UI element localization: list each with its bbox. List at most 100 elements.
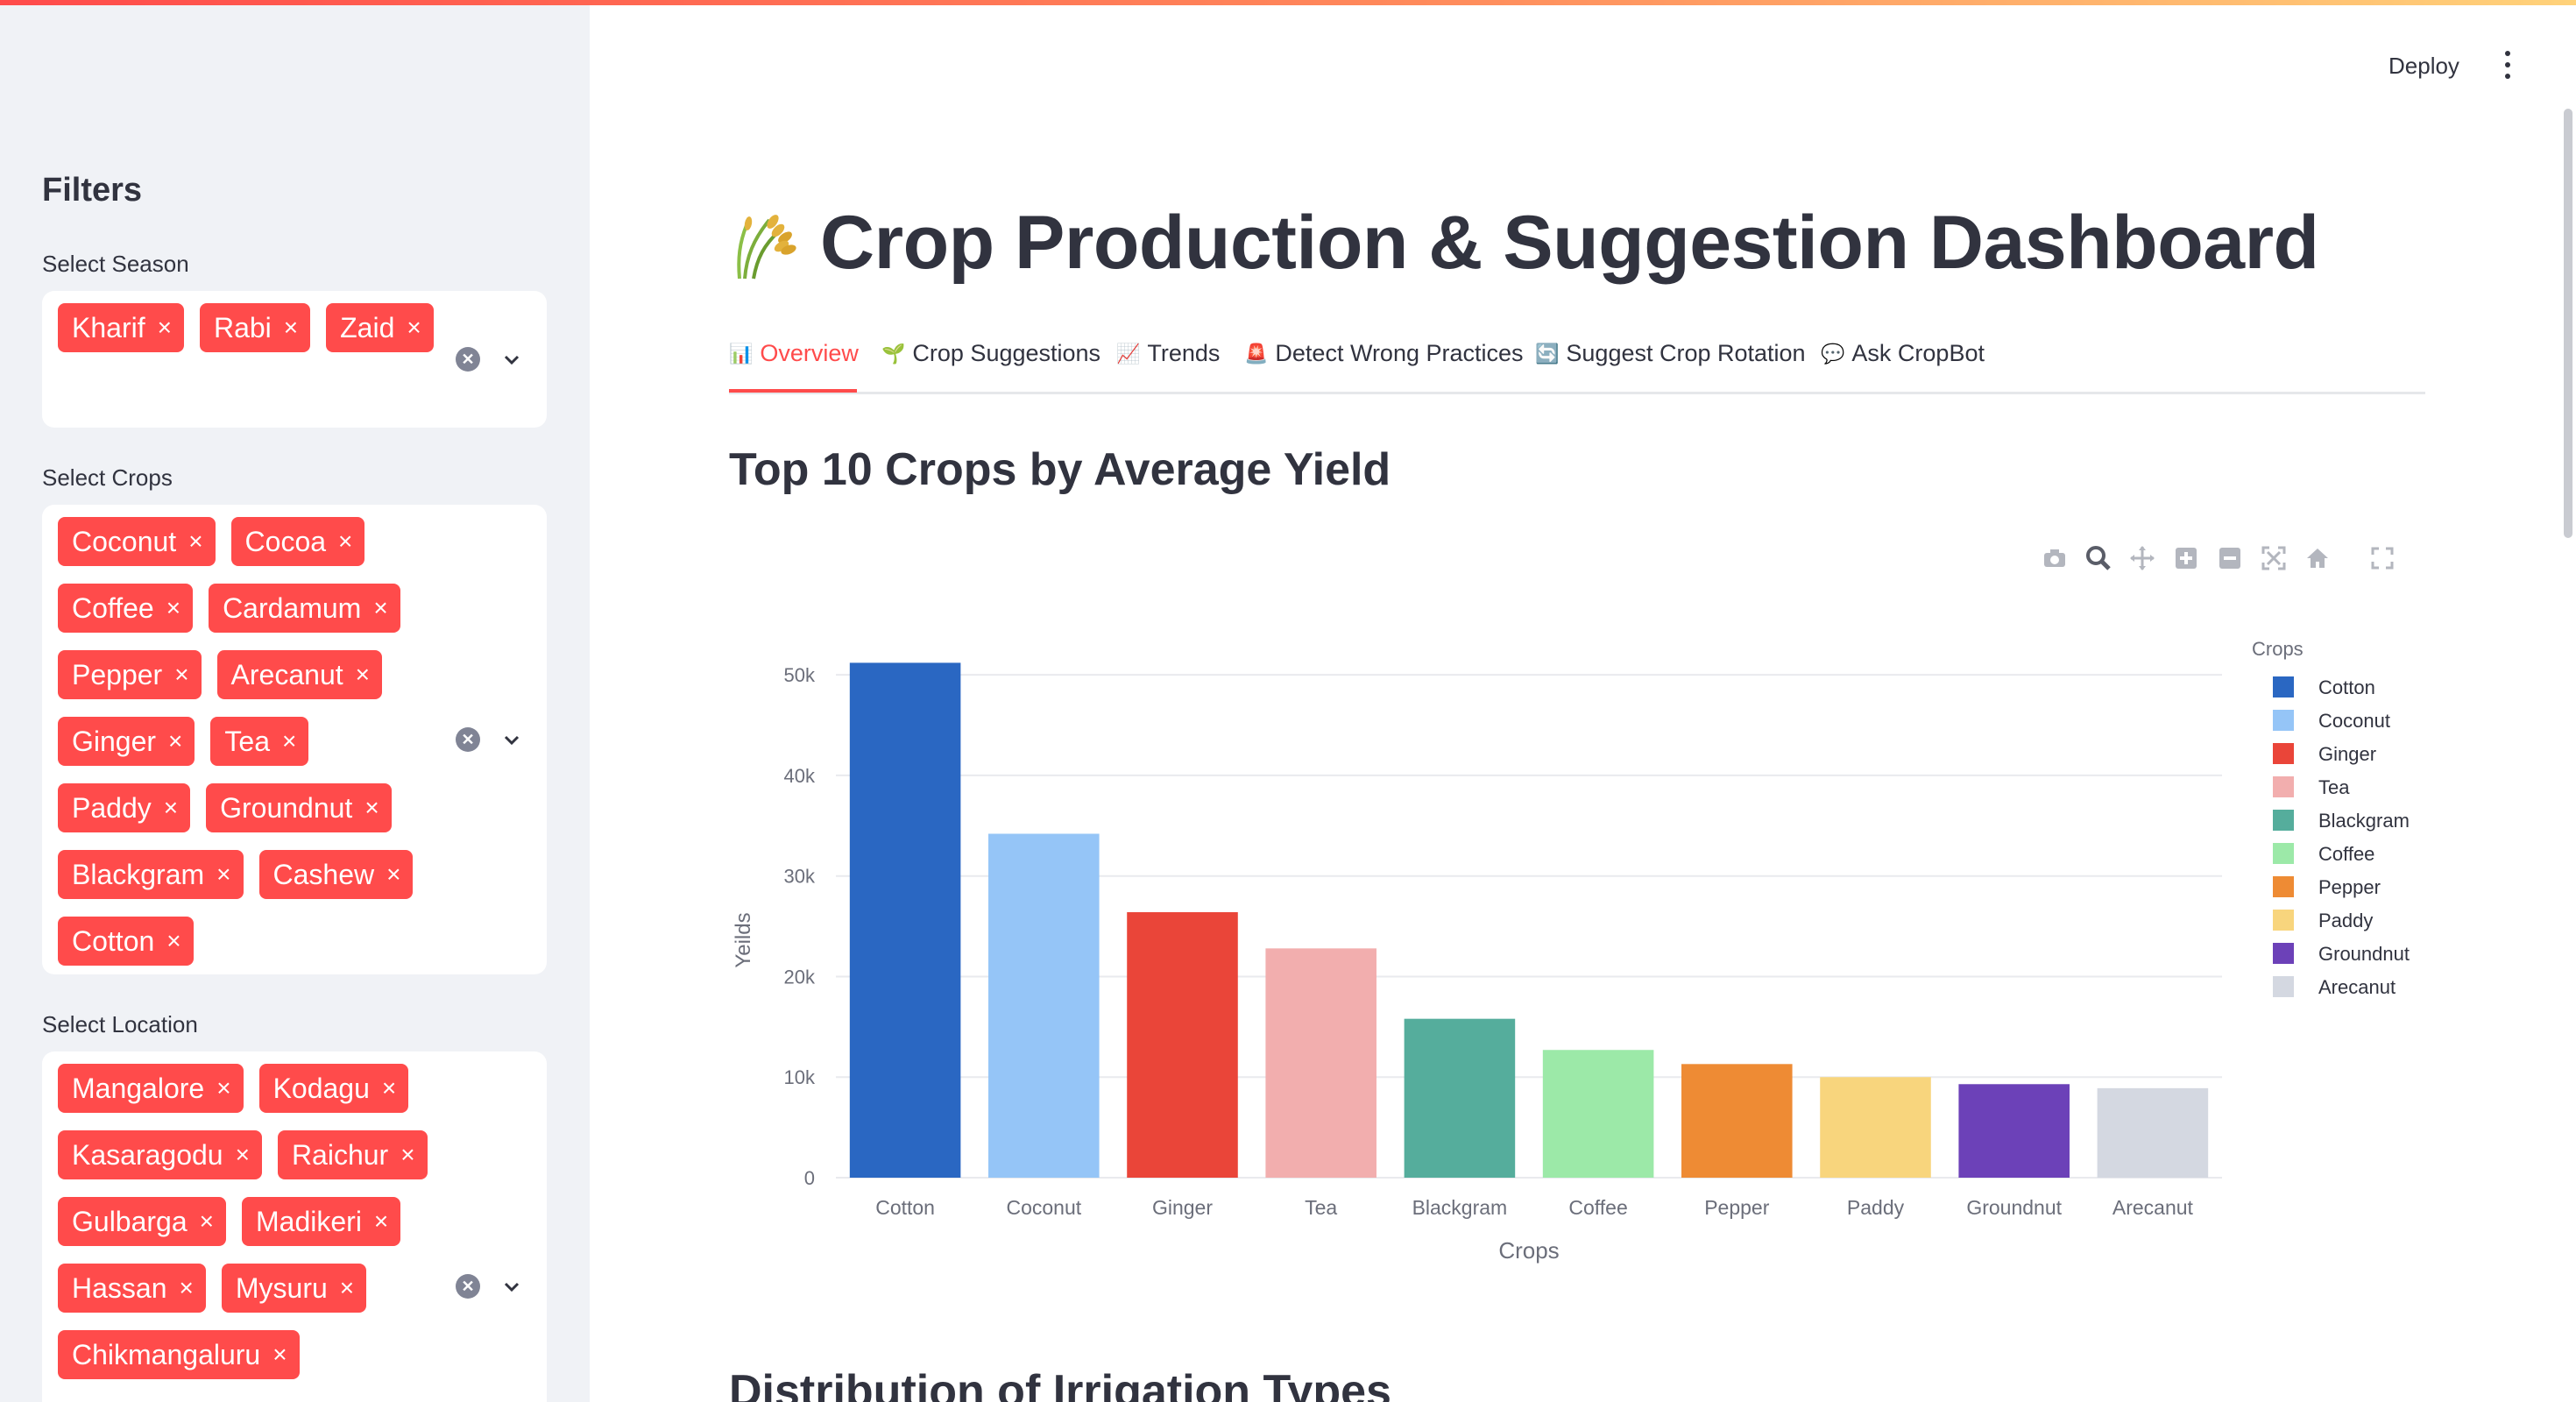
- chip-pepper[interactable]: Pepper ×: [58, 650, 202, 699]
- location-controls: ✕: [456, 1274, 520, 1299]
- camera-icon[interactable]: [2042, 545, 2068, 571]
- chip-kasaragodu[interactable]: Kasaragodu ×: [58, 1130, 262, 1179]
- chip-cotton[interactable]: Cotton ×: [58, 917, 194, 966]
- chip-remove-icon[interactable]: ×: [339, 1274, 355, 1301]
- chip-remove-icon[interactable]: ×: [166, 927, 181, 954]
- legend-swatch: [2273, 710, 2294, 731]
- autoscale-icon[interactable]: [2261, 545, 2287, 571]
- tab-detect-wrong-practices[interactable]: 🚨 Detect Wrong Practices: [1244, 340, 1524, 367]
- crops-multiselect[interactable]: Coconut × Cocoa × Coffee × Cardamum × Pepper × Are…: [42, 505, 547, 974]
- chip-chikmangaluru[interactable]: Chikmangaluru ×: [58, 1330, 300, 1379]
- tab-suggest-crop-rotation[interactable]: 🔄 Suggest Crop Rotation: [1535, 340, 1806, 367]
- chip-label: Cardamum: [223, 591, 362, 624]
- chip-kodagu[interactable]: Kodagu ×: [258, 1064, 409, 1113]
- active-tab-indicator: [729, 389, 857, 393]
- chevron-down-icon[interactable]: [503, 350, 520, 368]
- chip-tea[interactable]: Tea ×: [210, 717, 309, 766]
- tab-label: Suggest Crop Rotation: [1566, 340, 1806, 366]
- chip-remove-icon[interactable]: ×: [282, 727, 297, 754]
- legend-swatch: [2273, 876, 2294, 897]
- zoom-out-icon[interactable]: [2217, 545, 2243, 571]
- pan-icon[interactable]: [2129, 545, 2155, 571]
- chip-ginger[interactable]: Ginger ×: [58, 717, 195, 766]
- chip-cashew[interactable]: Cashew ×: [258, 850, 414, 899]
- chip-arecanut[interactable]: Arecanut ×: [216, 650, 382, 699]
- chip-remove-icon[interactable]: ×: [400, 1141, 415, 1168]
- chip-remove-icon[interactable]: ×: [235, 1141, 250, 1168]
- chip-cocoa[interactable]: Cocoa ×: [230, 517, 365, 566]
- bar-arecanut: [2097, 1087, 2209, 1178]
- chip-remove-icon[interactable]: ×: [168, 727, 183, 754]
- chip-label: Kodagu: [272, 1072, 370, 1104]
- chip-remove-icon[interactable]: ×: [216, 860, 231, 888]
- chip-remove-icon[interactable]: ×: [364, 794, 379, 821]
- rice-sheaf-icon: [737, 214, 796, 279]
- fullscreen-icon[interactable]: [2369, 545, 2396, 571]
- season-multiselect[interactable]: Kharif × Rabi × Zaid × ✕: [42, 291, 547, 428]
- main-menu-icon[interactable]: [2499, 51, 2516, 79]
- chip-coconut[interactable]: Coconut ×: [58, 517, 216, 566]
- chip-hassan[interactable]: Hassan ×: [58, 1264, 206, 1313]
- zoom-icon[interactable]: [2085, 545, 2112, 571]
- location-multiselect[interactable]: Mangalore × Kodagu × Kasaragodu × Raichur × Gulb…: [42, 1052, 547, 1402]
- legend-item-coconut: Coconut: [2318, 710, 2390, 732]
- chip-remove-icon[interactable]: ×: [283, 314, 299, 341]
- chip-coffee[interactable]: Coffee ×: [58, 584, 194, 633]
- x-tick-label: Cotton: [875, 1196, 935, 1219]
- chip-remove-icon[interactable]: ×: [166, 594, 181, 621]
- chip-gulbarga[interactable]: Gulbarga ×: [58, 1197, 226, 1246]
- chip-cardamum[interactable]: Cardamum ×: [209, 584, 400, 633]
- chip-remove-icon[interactable]: ×: [373, 1207, 389, 1235]
- tab-crop-suggestions[interactable]: 🌱 Crop Suggestions: [881, 340, 1100, 367]
- chip-remove-icon[interactable]: ×: [381, 1074, 397, 1101]
- chip-remove-icon[interactable]: ×: [163, 794, 179, 821]
- chip-remove-icon[interactable]: ×: [407, 314, 421, 341]
- home-icon[interactable]: [2304, 545, 2331, 571]
- zoom-in-icon[interactable]: [2173, 545, 2199, 571]
- chip-madikeri[interactable]: Madikeri ×: [242, 1197, 401, 1246]
- chip-remove-icon[interactable]: ×: [157, 314, 172, 341]
- y-tick-label: 30k: [784, 866, 816, 888]
- chip-remove-icon[interactable]: ×: [199, 1207, 214, 1235]
- chevron-down-icon[interactable]: [503, 731, 520, 748]
- chip-zaid[interactable]: Zaid ×: [326, 303, 434, 352]
- clear-all-icon[interactable]: ✕: [456, 727, 480, 752]
- x-tick-label: Arecanut: [2112, 1196, 2194, 1219]
- chip-remove-icon[interactable]: ×: [272, 1341, 287, 1368]
- chip-mangalore[interactable]: Mangalore ×: [58, 1064, 244, 1113]
- chip-rabi[interactable]: Rabi ×: [199, 303, 311, 352]
- legend-swatch: [2273, 776, 2294, 797]
- clear-all-icon[interactable]: ✕: [456, 347, 480, 372]
- chip-paddy[interactable]: Paddy ×: [58, 783, 191, 832]
- chevron-down-icon[interactable]: [503, 1278, 520, 1295]
- chip-remove-icon[interactable]: ×: [174, 661, 189, 688]
- clear-all-icon[interactable]: ✕: [456, 1274, 480, 1299]
- chip-remove-icon[interactable]: ×: [373, 594, 388, 621]
- chip-blackgram[interactable]: Blackgram ×: [58, 850, 244, 899]
- tab-icon: 🔄: [1535, 342, 1560, 365]
- bar-coconut: [988, 833, 1100, 1178]
- tab-ask-cropbot[interactable]: 💬 Ask CropBot: [1821, 340, 1985, 367]
- tab-trends[interactable]: 📈 Trends: [1116, 340, 1220, 367]
- crops-chips: Coconut × Cocoa × Coffee × Cardamum × Pepper × Are…: [58, 517, 443, 966]
- chip-remove-icon[interactable]: ×: [216, 1074, 231, 1101]
- chip-remove-icon[interactable]: ×: [355, 661, 370, 688]
- bar-pepper: [1681, 1064, 1793, 1178]
- chip-raichur[interactable]: Raichur ×: [277, 1130, 428, 1179]
- chip-remove-icon[interactable]: ×: [338, 528, 353, 555]
- chip-remove-icon[interactable]: ×: [179, 1274, 194, 1301]
- chip-mysuru[interactable]: Mysuru ×: [221, 1264, 367, 1313]
- chip-groundnut[interactable]: Groundnut ×: [206, 783, 392, 832]
- bar-groundnut: [1958, 1084, 2070, 1178]
- bar-chart: 0 10k 20k 30k 40k 50k Cotton Coconut Ginger Tea Bl…: [732, 638, 2410, 1264]
- chip-remove-icon[interactable]: ×: [386, 860, 401, 888]
- tab-overview[interactable]: 📊 Overview: [729, 340, 859, 367]
- chip-label: Coffee: [72, 591, 154, 624]
- chip-label: Chikmangaluru: [72, 1338, 261, 1370]
- sidebar: Filters Select Season Kharif × Rabi × Zaid × …: [0, 0, 590, 1402]
- scrollbar[interactable]: [2564, 109, 2572, 538]
- tab-label: Overview: [760, 340, 859, 366]
- deploy-button[interactable]: Deploy: [2388, 53, 2459, 79]
- chip-kharif[interactable]: Kharif ×: [58, 303, 184, 352]
- chip-remove-icon[interactable]: ×: [188, 528, 203, 555]
